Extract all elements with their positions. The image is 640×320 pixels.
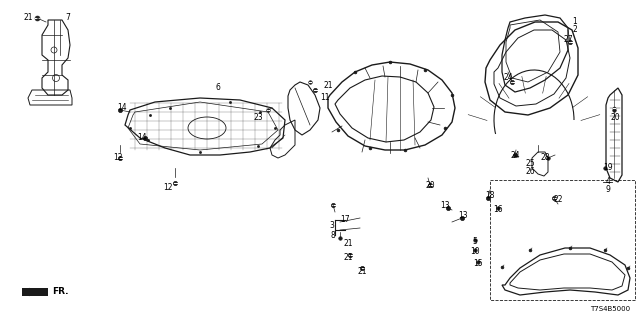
- Text: 21: 21: [357, 268, 367, 276]
- Text: 5: 5: [472, 237, 477, 246]
- Text: 21: 21: [23, 13, 33, 22]
- Text: 2: 2: [573, 26, 577, 35]
- Text: 3: 3: [330, 220, 335, 229]
- Text: 13: 13: [440, 201, 450, 210]
- Text: 21: 21: [343, 253, 353, 262]
- Text: 23: 23: [253, 114, 263, 123]
- Text: 10: 10: [470, 247, 480, 257]
- Text: 28: 28: [540, 154, 550, 163]
- Text: 13: 13: [458, 211, 468, 220]
- Text: 14: 14: [117, 103, 127, 113]
- Text: 24: 24: [503, 74, 513, 83]
- Text: FR.: FR.: [52, 287, 68, 297]
- Text: 4: 4: [605, 178, 611, 187]
- Text: 20: 20: [425, 180, 435, 189]
- Text: T7S4B5000: T7S4B5000: [590, 306, 630, 312]
- Text: 21: 21: [323, 81, 333, 90]
- Text: 12: 12: [163, 183, 173, 193]
- Text: 21: 21: [343, 239, 353, 249]
- Text: 17: 17: [340, 215, 350, 225]
- Polygon shape: [22, 288, 48, 296]
- Text: 12: 12: [113, 154, 123, 163]
- Text: 6: 6: [216, 84, 220, 92]
- Text: 16: 16: [493, 205, 503, 214]
- Text: 1: 1: [573, 18, 577, 27]
- Text: 15: 15: [473, 259, 483, 268]
- Text: 24: 24: [510, 150, 520, 159]
- Text: 9: 9: [605, 186, 611, 195]
- Text: 25: 25: [525, 158, 535, 167]
- Text: 27: 27: [563, 36, 573, 44]
- Text: 14: 14: [137, 133, 147, 142]
- Text: 26: 26: [525, 167, 535, 177]
- Text: 8: 8: [331, 230, 335, 239]
- Text: 22: 22: [553, 196, 563, 204]
- Text: 7: 7: [65, 13, 70, 22]
- Text: 19: 19: [603, 164, 613, 172]
- Text: 20: 20: [610, 114, 620, 123]
- Text: 11: 11: [320, 93, 330, 102]
- Bar: [490, 180, 635, 300]
- Text: 18: 18: [485, 190, 495, 199]
